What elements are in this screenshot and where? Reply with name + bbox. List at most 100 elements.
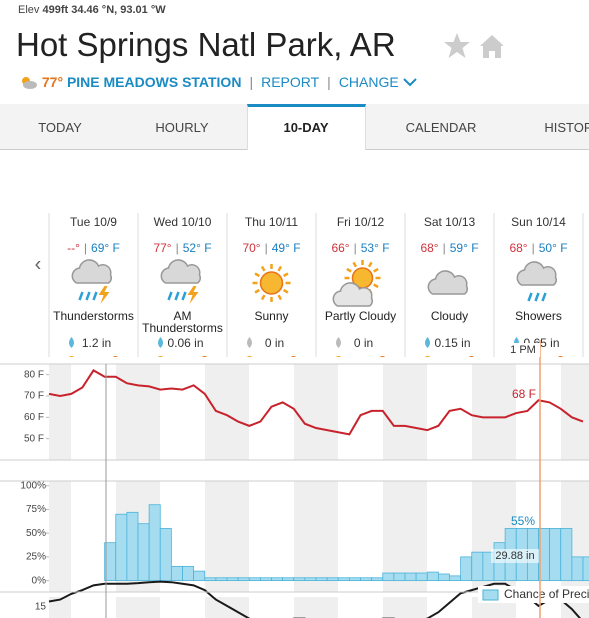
precip-bar [460, 556, 473, 582]
day-date: Thu 10/11 [245, 215, 298, 229]
tab[interactable]: HOURLY [155, 120, 209, 135]
title-icons[interactable] [443, 31, 503, 61]
day-temps: 68° | 50° F [509, 241, 567, 255]
y-tick-label: 0% [32, 575, 47, 586]
tab[interactable]: HISTORY [544, 120, 589, 135]
precip-bar [271, 577, 284, 582]
precip-amount: 0.06 in [167, 336, 203, 350]
day-temps: 70° | 49° F [242, 241, 300, 255]
sun-ray [277, 265, 283, 272]
night-stripe [205, 481, 249, 592]
change-link[interactable]: CHANGE [338, 74, 399, 90]
night-stripe [383, 597, 427, 618]
sun-ray [282, 272, 289, 278]
readout-bg [491, 549, 539, 563]
cloud [71, 259, 112, 284]
precip-bar [237, 577, 250, 582]
y-tick-label: 50 F [24, 433, 44, 444]
condition: Thunderstorms [53, 309, 134, 323]
day-date: Wed 10/10 [154, 215, 212, 229]
day-date: Fri 10/12 [337, 215, 385, 229]
rain [527, 292, 533, 302]
night-stripe [49, 364, 71, 460]
temp-separator: | [265, 241, 268, 255]
tab[interactable]: TODAY [38, 120, 82, 135]
low-temp: 53° F [361, 241, 390, 255]
rain [174, 291, 180, 301]
day-temps: 66° | 53° F [331, 241, 389, 255]
low-temp: 59° F [450, 241, 479, 255]
precip-bar [393, 572, 406, 582]
precip-bar [326, 577, 339, 582]
rain [534, 292, 540, 302]
precip-bar [560, 528, 573, 582]
rain [541, 292, 547, 302]
report-link[interactable]: REPORT [261, 74, 320, 90]
cloud [516, 261, 557, 286]
high-temp: 68° [509, 241, 527, 255]
precip-bar [415, 572, 428, 582]
temperature-line [48, 369, 584, 436]
high-temp: 70° [242, 241, 260, 255]
precip-bar [348, 577, 361, 582]
precip-bar [471, 551, 484, 582]
prev-arrow[interactable]: ‹ [35, 253, 42, 275]
precip-bar [426, 571, 439, 582]
precip-bar [293, 577, 306, 582]
low-temp: 52° F [183, 241, 212, 255]
station-name[interactable]: PINE MEADOWS STATION [66, 74, 242, 90]
temp-separator: | [176, 241, 179, 255]
rain [181, 291, 187, 301]
drop-icon [158, 337, 163, 348]
temp-separator: | [532, 241, 535, 255]
night-stripe [294, 481, 338, 592]
pressure-readout: 29.88 in [495, 550, 534, 562]
home-icon[interactable] [480, 35, 503, 58]
bolt [187, 286, 199, 304]
location-meta: Elev 499ft 34.46 °N, 93.01 °W [18, 4, 166, 16]
tab[interactable]: 10-DAY [283, 120, 329, 135]
precip-bar [170, 565, 183, 582]
condition: Partly Cloudy [324, 309, 397, 323]
coordinates: 34.46 °N, 93.01 °W [71, 4, 166, 16]
night-stripe [383, 364, 427, 460]
elev-label: Elev [18, 4, 40, 16]
row-mask [0, 357, 589, 364]
chevron[interactable] [402, 77, 417, 87]
night-stripe [472, 364, 516, 460]
high-temp: 77° [153, 241, 171, 255]
y-tick-label: 60 F [24, 412, 44, 423]
condition: AM Thunderstorms [142, 309, 223, 335]
tab[interactable]: CALENDAR [405, 120, 477, 135]
precip-amount: 0.15 in [434, 336, 470, 350]
y-tick-label: 50% [26, 528, 46, 539]
drop-icon [425, 337, 430, 348]
night-stripe [49, 481, 71, 592]
night-stripe [294, 364, 338, 460]
sun-ray [373, 267, 379, 273]
elevation: 499ft [42, 4, 69, 16]
precip-bar [115, 513, 128, 582]
rain [78, 291, 84, 301]
precip-amount: 1.2 in [82, 336, 111, 350]
precip-bar [148, 504, 161, 582]
temp-readout: 68 F [512, 387, 536, 401]
day-temps: --° | 69° F [67, 241, 120, 255]
precip-bar [193, 570, 206, 582]
sun [259, 271, 284, 295]
active-tab[interactable] [247, 104, 366, 150]
night-stripe [294, 597, 338, 618]
location-title: Hot Springs Natl Park, AR [16, 26, 396, 63]
precip-bar [449, 575, 462, 582]
precip-bar [337, 577, 350, 582]
cloud [160, 259, 201, 284]
sun-ray [260, 294, 266, 301]
sun-ray [282, 288, 289, 294]
night-stripe [49, 597, 71, 618]
precip-bar [248, 577, 261, 582]
favorite-star[interactable] [444, 33, 470, 58]
rain [85, 291, 91, 301]
high-temp: 68° [420, 241, 438, 255]
